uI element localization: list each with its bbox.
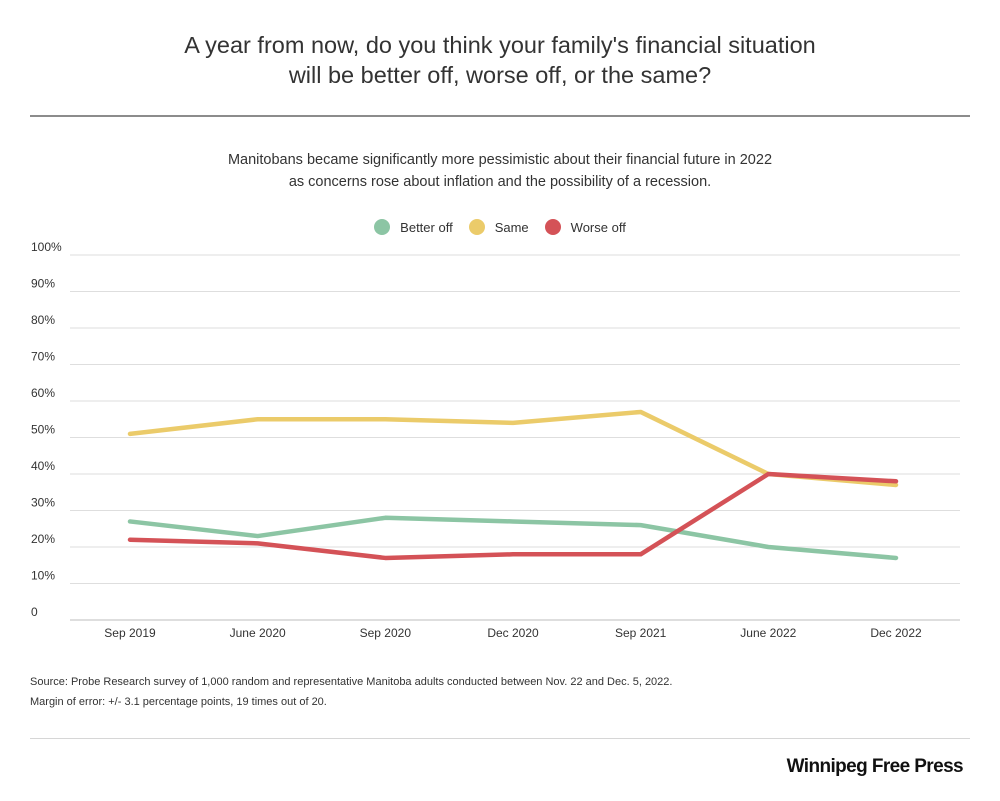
y-tick-label-80: 80% [31,313,55,327]
brand-logo: Winnipeg Free Press [786,756,964,777]
chart-title: A year from now, do you think your famil… [0,30,1000,90]
x-tick-label-3: Dec 2020 [487,626,539,640]
y-tick-label-30: 30% [31,496,55,510]
legend-label-worse-off: Worse off [570,219,626,235]
y-tick-label-100: 100% [31,240,62,254]
y-tick-label-0: 0 [31,605,38,619]
footer-divider [30,738,970,739]
margin-of-error-note: Margin of error: +/- 3.1 percentage poin… [30,696,327,708]
legend-item-worse-off: Worse off [544,219,626,235]
chart-subtitle-line-2: as concerns rose about inflation and the… [288,174,712,190]
x-tick-label-0: Sep 2019 [104,626,156,640]
legend-swatch-better-off [374,219,391,235]
chart-subtitle: Manitobans became significantly more pes… [0,149,1000,193]
series-line-worse-off [127,471,899,561]
legend-item-same: Same [468,219,529,235]
chart-title-line-1: A year from now, do you think your famil… [184,32,816,58]
legend-label-better-off: Better off [400,219,453,235]
series-line-better-off [127,515,899,561]
line-chart: 0 10% 20% 30% 40% 50% 60% 70% 80% 90% 100% Sep 2019… [31,240,960,640]
legend-swatch-worse-off [544,219,561,235]
y-tick-label-50: 50% [31,423,55,437]
x-tick-label-2: Sep 2020 [360,626,412,640]
y-tick-label-20: 20% [31,532,55,546]
source-note: Source: Probe Research survey of 1,000 r… [30,676,673,688]
chart-title-line-2: will be better off, worse off, or the sa… [288,62,712,88]
y-tick-label-10: 10% [31,569,55,583]
y-tick-label-70: 70% [31,350,55,364]
legend-label-same: Same [494,219,529,235]
title-divider [30,115,970,117]
legend-item-better-off: Better off [374,219,453,235]
chart-legend: Better off Same Worse off [0,219,1000,235]
y-tick-label-60: 60% [31,386,55,400]
x-tick-label-6: Dec 2022 [870,626,922,640]
x-tick-label-1: June 2020 [230,626,286,640]
x-tick-label-5: June 2022 [740,626,796,640]
x-tick-label-4: Sep 2021 [615,626,667,640]
chart-subtitle-line-1: Manitobans became significantly more pes… [227,152,773,168]
legend-swatch-same [468,219,485,235]
y-tick-label-40: 40% [31,459,55,473]
footnotes: Source: Probe Research survey of 1,000 r… [30,672,672,712]
y-tick-label-90: 90% [31,277,55,291]
